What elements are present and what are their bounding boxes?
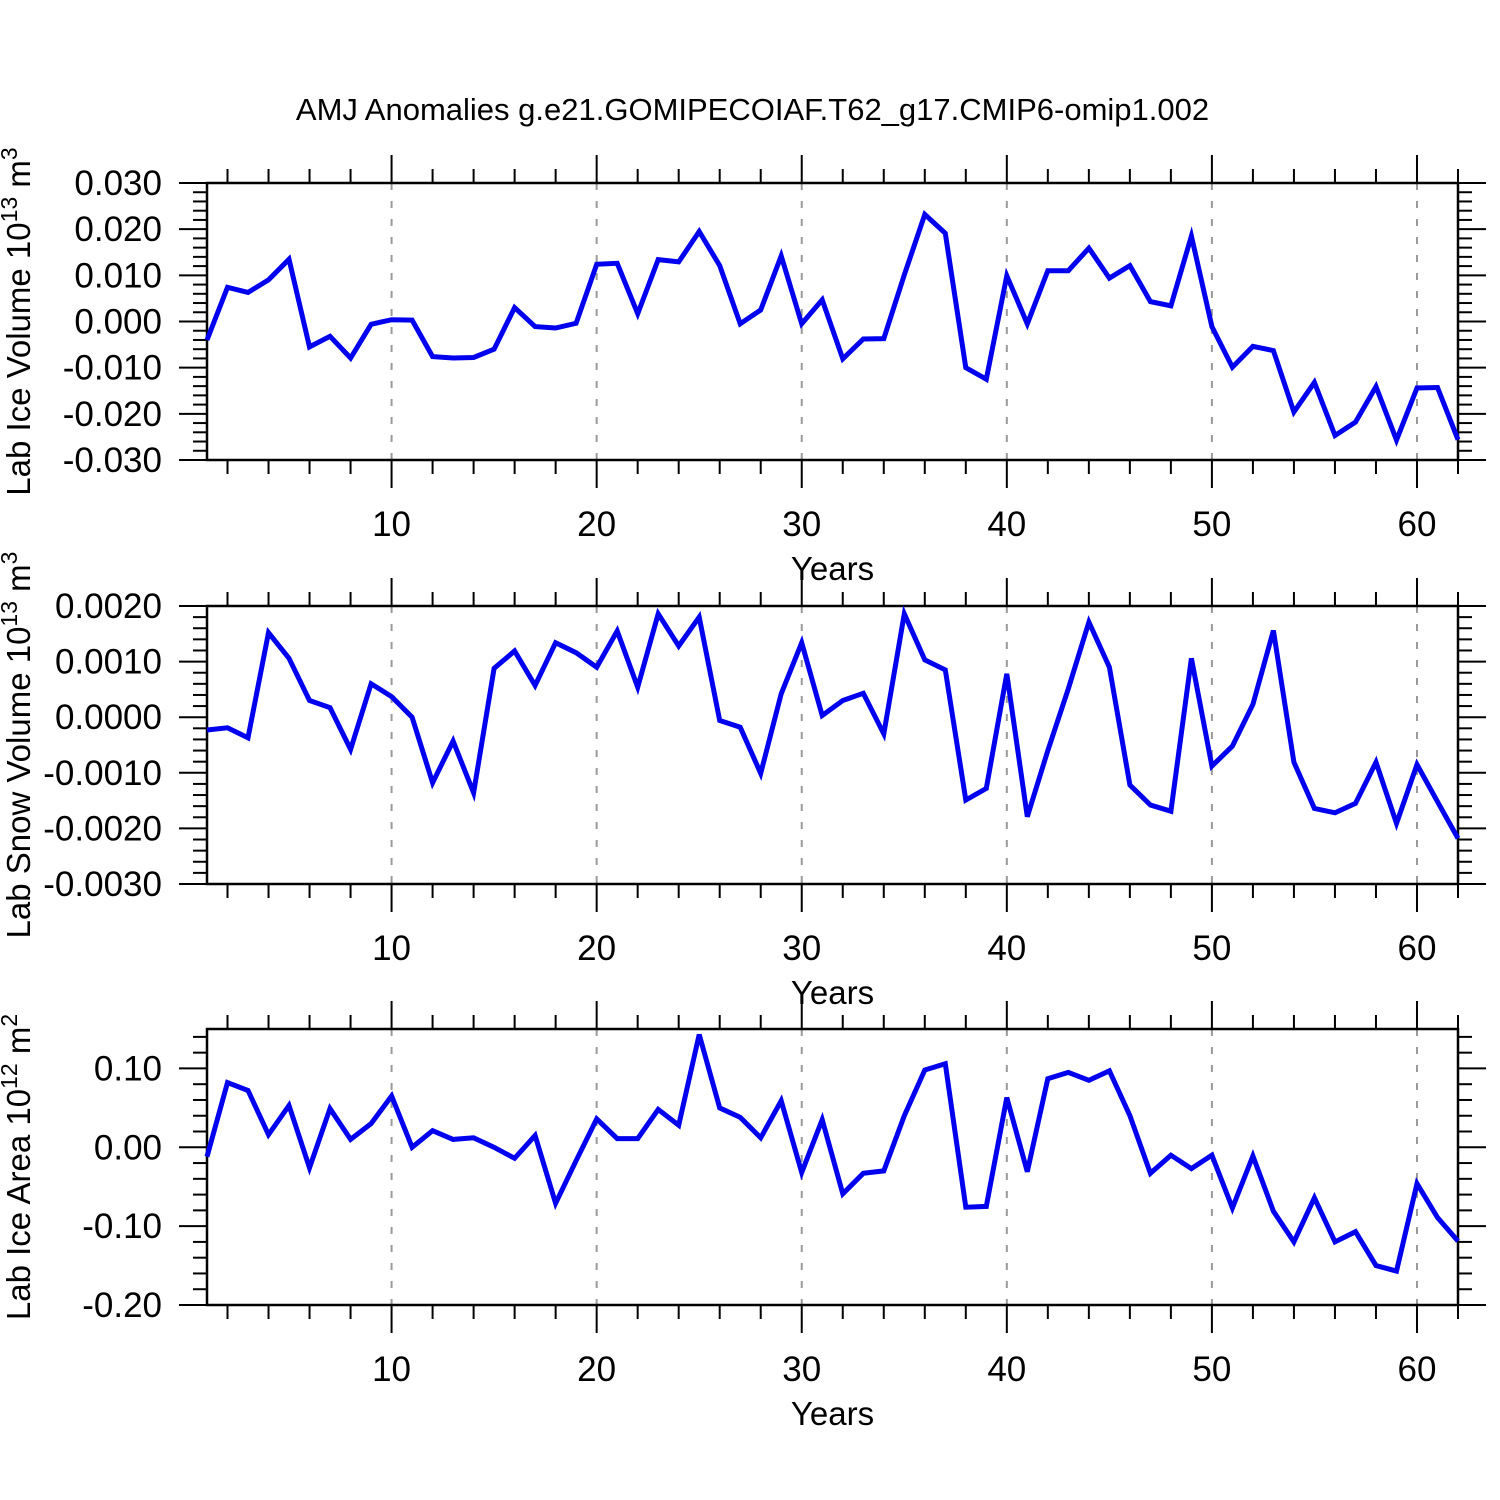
y-axis-title-sup: 2 — [0, 1014, 22, 1027]
y-tick-label: 0.030 — [74, 164, 162, 203]
y-axis-title-part: Lab Ice Volume 10 — [0, 222, 37, 495]
y-tick-label: -0.010 — [63, 349, 162, 388]
y-axis-title-part: m — [0, 160, 37, 197]
x-tick-label: 30 — [782, 929, 821, 968]
y-axis-title-sup: 12 — [0, 1063, 22, 1089]
y-tick-label: 0.010 — [74, 256, 162, 295]
y-tick-label: -0.020 — [63, 395, 162, 434]
y-axis-title: Lab Snow Volume 1013 m3 — [0, 552, 37, 939]
lab-ice-area-line — [204, 1033, 1460, 1275]
y-axis-title-sup: 3 — [0, 147, 22, 160]
plot-lab-ice-volume: 10 20 30 40 50 60 0.030 0.020 0.010 0.000 -0.010 -0… — [0, 147, 1486, 587]
plot-frame — [205, 604, 1460, 886]
y-axis-title: Lab Ice Volume 1013 m3 — [0, 147, 37, 495]
plot-lab-ice-area: 10 20 30 40 50 60 0.10 0.00 -0.10 -0.20 Years Lab I… — [0, 1001, 1486, 1432]
x-tick-label: 20 — [577, 505, 616, 544]
lab-ice-volume-line — [204, 209, 1461, 448]
y-tick-label: 0.00 — [94, 1128, 162, 1167]
plot-lab-snow-volume: 10 20 30 40 50 60 0.0020 0.0010 0.0000 -0.0010 -0.… — [0, 552, 1486, 1011]
x-tick-label: 40 — [987, 1350, 1026, 1389]
y-axis-title-sup: 13 — [0, 601, 22, 627]
y-tick-label: 0.10 — [94, 1049, 162, 1088]
x-tick-label: 50 — [1192, 1350, 1231, 1389]
plot-frame — [205, 1027, 1460, 1307]
y-axis-title: Lab Ice Area 1012 m2 — [0, 1014, 37, 1320]
x-tick-label: 20 — [577, 1350, 616, 1389]
y-axis-title-part: Lab Snow Volume 10 — [0, 627, 37, 939]
x-tick-label: 10 — [372, 929, 411, 968]
gridlines — [390, 183, 1418, 460]
x-tick-label: 60 — [1398, 505, 1437, 544]
y-tick-label: -0.10 — [82, 1207, 162, 1246]
x-axis-title: Years — [791, 1395, 874, 1432]
axis-ticks — [179, 155, 1486, 488]
y-tick-label: -0.0010 — [43, 754, 162, 793]
y-tick-label: -0.030 — [63, 441, 162, 480]
y-tick-label: 0.0000 — [55, 698, 162, 737]
y-tick-label: -0.0020 — [43, 809, 162, 848]
y-tick-label: 0.000 — [74, 303, 162, 342]
x-tick-label: 10 — [372, 505, 411, 544]
x-tick-label: 30 — [782, 505, 821, 544]
gridlines — [390, 606, 1418, 884]
axis-ticks — [179, 1001, 1486, 1333]
figure-title: AMJ Anomalies g.e21.GOMIPECOIAF.T62_g17.… — [295, 92, 1210, 127]
x-tick-label: 50 — [1192, 505, 1231, 544]
x-tick-label: 60 — [1398, 1350, 1437, 1389]
x-tick-label: 10 — [372, 1350, 411, 1389]
y-axis-title-part: m — [0, 564, 37, 601]
y-tick-label: 0.0010 — [55, 643, 162, 682]
x-tick-label: 30 — [782, 1350, 821, 1389]
y-axis-title-sup: 3 — [0, 552, 22, 565]
x-tick-label: 20 — [577, 929, 616, 968]
lab-snow-volume-line — [206, 605, 1461, 840]
x-tick-label: 40 — [987, 505, 1026, 544]
y-tick-label: 0.020 — [74, 210, 162, 249]
x-tick-label: 50 — [1192, 929, 1231, 968]
y-axis-title-part: m — [0, 1027, 37, 1064]
axis-ticks — [179, 578, 1486, 912]
x-axis-title: Years — [791, 550, 874, 587]
x-tick-label: 40 — [987, 929, 1026, 968]
y-tick-label: 0.0020 — [55, 587, 162, 626]
y-axis-title-sup: 13 — [0, 197, 22, 223]
y-axis-title-part: Lab Ice Area 10 — [0, 1089, 37, 1320]
x-tick-label: 60 — [1398, 929, 1437, 968]
x-axis-title: Years — [791, 974, 874, 1011]
y-tick-label: -0.0030 — [43, 865, 162, 904]
y-tick-label: -0.20 — [82, 1286, 162, 1325]
